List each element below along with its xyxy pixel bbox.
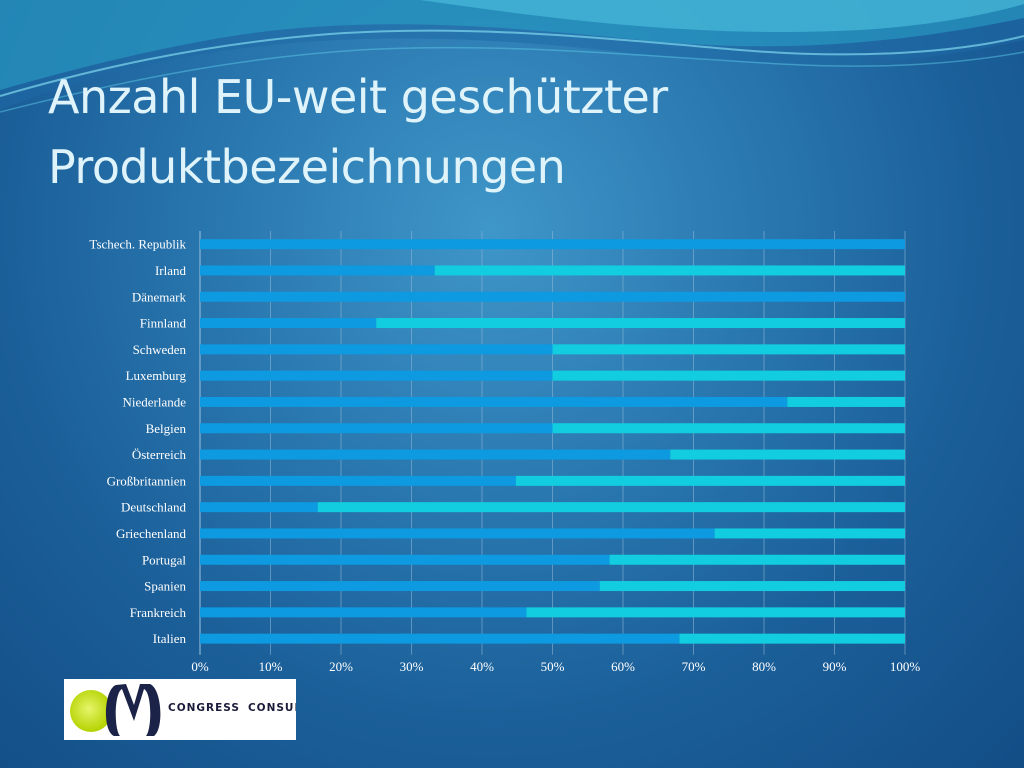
x-axis-ticks: 0% 10% 20% 30% 40% 50% 60% 70% 80% 90% 100% <box>191 659 920 674</box>
header-wave-decoration <box>0 0 1024 113</box>
bar-segment-series-2 <box>679 633 905 644</box>
bar-segment-series-1 <box>200 581 600 592</box>
category-label: Finnland <box>140 316 187 331</box>
bar-segment-series-1 <box>200 370 553 381</box>
bar-segment-series-1 <box>200 239 905 250</box>
category-label: Großbritannien <box>107 473 187 488</box>
bar-segment-series-2 <box>376 318 905 329</box>
bar-segment-series-2 <box>515 475 905 486</box>
congress-consult-logo: CONGRESS CONSULT <box>64 679 296 740</box>
bar-segment-series-1 <box>200 528 715 539</box>
bar-segment-series-1 <box>200 423 553 434</box>
x-tick-label: 60% <box>611 659 635 674</box>
slide-title-line-2: Produktbezeichnungen <box>48 140 566 194</box>
x-tick-label: 50% <box>541 659 565 674</box>
x-tick-label: 70% <box>682 659 706 674</box>
category-label: Tschech. Republik <box>89 237 186 252</box>
bar-segment-series-1 <box>200 449 671 460</box>
category-label: Italien <box>153 631 187 646</box>
slide-title-line-1: Anzahl EU-weit geschützter <box>48 70 668 124</box>
x-tick-label: 10% <box>259 659 283 674</box>
x-tick-label: 80% <box>752 659 776 674</box>
bar-segment-series-2 <box>714 528 905 539</box>
bar-segment-series-2 <box>787 396 905 407</box>
x-tick-label: 0% <box>191 659 209 674</box>
bar-segment-series-1 <box>200 554 610 565</box>
bar-segment-series-1 <box>200 633 680 644</box>
category-label: Frankreich <box>130 605 187 620</box>
bar-segment-series-1 <box>200 265 435 276</box>
bar-segment-series-1 <box>200 318 377 329</box>
bar-segment-series-2 <box>552 423 905 434</box>
x-tick-label: 20% <box>329 659 353 674</box>
bar-segment-series-2 <box>609 554 905 565</box>
logo-mark-icon <box>70 684 161 736</box>
bar-segment-series-2 <box>552 344 905 355</box>
bar-segment-series-2 <box>552 370 905 381</box>
logo-word-consult: CONSULT <box>247 702 296 714</box>
x-tick-label: 30% <box>400 659 424 674</box>
bar-segment-series-1 <box>200 502 318 513</box>
bar-segment-series-2 <box>599 581 905 592</box>
category-label: Niederlande <box>122 394 186 409</box>
category-label: Dänemark <box>132 289 187 304</box>
bar-segment-series-2 <box>434 265 905 276</box>
bar-segment-series-1 <box>200 607 527 618</box>
bar-segment-series-2 <box>670 449 905 460</box>
category-label: Deutschland <box>121 500 186 515</box>
bar-segment-series-1 <box>200 396 788 407</box>
bars <box>200 239 905 644</box>
category-label: Belgien <box>146 421 187 436</box>
bar-segment-series-1 <box>200 291 905 302</box>
bar-segment-series-1 <box>200 344 553 355</box>
bar-segment-series-1 <box>200 475 516 486</box>
x-tick-label: 100% <box>890 659 921 674</box>
bar-segment-series-2 <box>526 607 905 618</box>
category-label: Luxemburg <box>126 368 187 383</box>
bar-segment-series-2 <box>317 502 905 513</box>
x-tick-label: 90% <box>823 659 847 674</box>
slide-title: Anzahl EU-weit geschützter Produktbezeic… <box>48 62 668 202</box>
logo-word-congress: CONGRESS <box>168 702 240 714</box>
logo-wordmark: CONGRESS CONSULT <box>168 702 296 714</box>
x-tick-label: 40% <box>470 659 494 674</box>
category-label: Schweden <box>133 342 187 357</box>
category-labels: Tschech. Republik Irland Dänemark Finnland S… <box>89 237 186 647</box>
category-label: Griechenland <box>116 526 187 541</box>
category-label: Spanien <box>144 579 186 594</box>
category-label: Irland <box>155 263 187 278</box>
category-label: Portugal <box>142 552 186 567</box>
category-label: Österreich <box>132 447 187 462</box>
